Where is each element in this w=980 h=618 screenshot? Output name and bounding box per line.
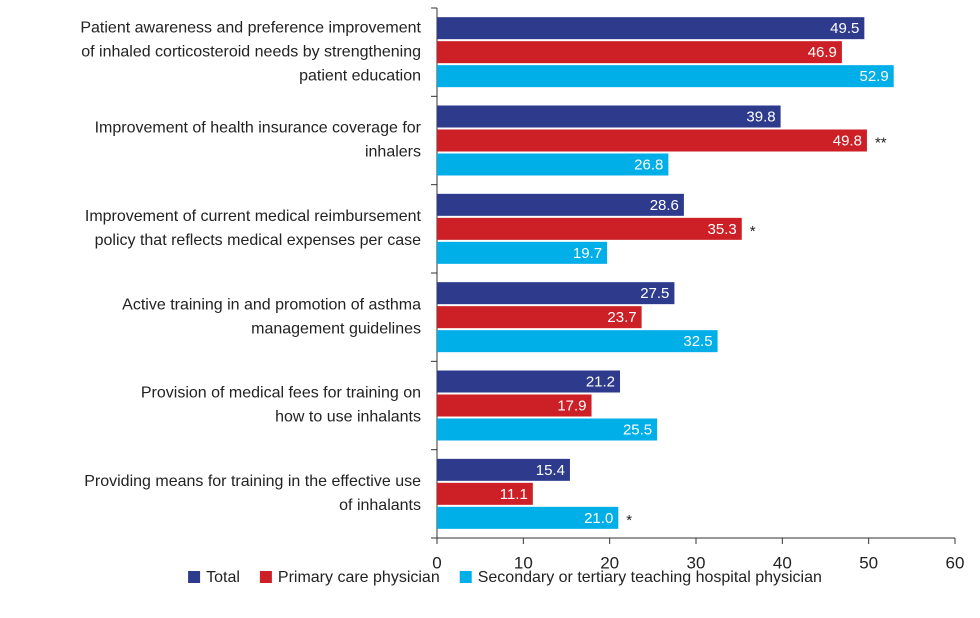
category-label: Providing means for training in the effe… [84, 473, 421, 490]
value-label: 27.5 [640, 285, 669, 302]
x-tick-label: 20 [600, 553, 619, 572]
bar [437, 193, 684, 216]
category-label: of inhaled corticosteroid needs by stren… [81, 43, 421, 60]
value-label: 35.3 [708, 221, 737, 238]
category-label: policy that reflects medical expenses pe… [95, 232, 421, 249]
bar [437, 282, 675, 305]
value-label: 46.9 [808, 44, 837, 61]
category-label: management guidelines [251, 320, 421, 337]
x-tick-label: 40 [773, 553, 792, 572]
legend-label: Secondary or tertiary teaching hospital … [478, 569, 822, 586]
legend: Total Primary care physician Secondary or … [188, 569, 822, 586]
significance-note: * [626, 512, 632, 529]
legend-swatch [459, 571, 472, 583]
bar [437, 217, 742, 240]
bar [437, 394, 592, 417]
x-tick-label: 30 [687, 553, 706, 572]
category-label: Patient awareness and preference improve… [80, 19, 421, 36]
category-label: Active training in and promotion of asth… [122, 296, 421, 313]
value-label: 23.7 [607, 309, 636, 326]
bar [437, 241, 608, 264]
significance-note: ** [875, 134, 887, 151]
bar [437, 65, 894, 88]
bar [437, 370, 621, 393]
value-label: 11.1 [500, 486, 528, 503]
value-label: 49.8 [833, 132, 862, 149]
legend-swatch [259, 571, 272, 583]
value-label: 52.9 [860, 68, 889, 85]
bar [437, 418, 658, 441]
legend-swatch [188, 571, 201, 583]
value-label: 21.0 [584, 510, 613, 527]
category-label: inhalers [365, 144, 421, 161]
value-label: 39.8 [746, 108, 775, 125]
bar [437, 105, 781, 128]
bar [437, 306, 642, 329]
bar [437, 506, 619, 529]
bar [437, 330, 718, 353]
bar [437, 153, 669, 176]
value-label: 49.5 [830, 20, 859, 37]
legend-label: Primary care physician [278, 569, 440, 586]
value-label: 28.6 [650, 197, 679, 214]
bar [437, 482, 533, 505]
category-label: Provision of medical fees for training o… [141, 385, 421, 402]
category-label: of inhalants [339, 497, 421, 514]
value-label: 21.2 [586, 373, 615, 390]
bar [437, 17, 865, 40]
bar [437, 458, 570, 481]
value-label: 32.5 [683, 333, 712, 350]
x-tick-label: 50 [859, 553, 878, 572]
x-tick-label: 60 [946, 553, 965, 572]
value-label: 19.7 [573, 245, 602, 262]
significance-note: * [750, 223, 756, 240]
bar [437, 129, 867, 152]
value-label: 26.8 [634, 156, 663, 173]
category-label: Improvement of current medical reimburse… [85, 208, 422, 225]
bar [437, 41, 842, 64]
x-tick-label: 0 [432, 553, 441, 572]
value-label: 15.4 [536, 462, 565, 479]
category-label: patient education [299, 67, 421, 84]
value-label: 17.9 [557, 397, 586, 414]
value-label: 25.5 [623, 421, 652, 438]
category-label: how to use inhalants [275, 409, 421, 426]
legend-label: Total [206, 569, 240, 586]
category-label: Improvement of health insurance coverage… [95, 120, 422, 137]
x-tick-label: 10 [514, 553, 533, 572]
